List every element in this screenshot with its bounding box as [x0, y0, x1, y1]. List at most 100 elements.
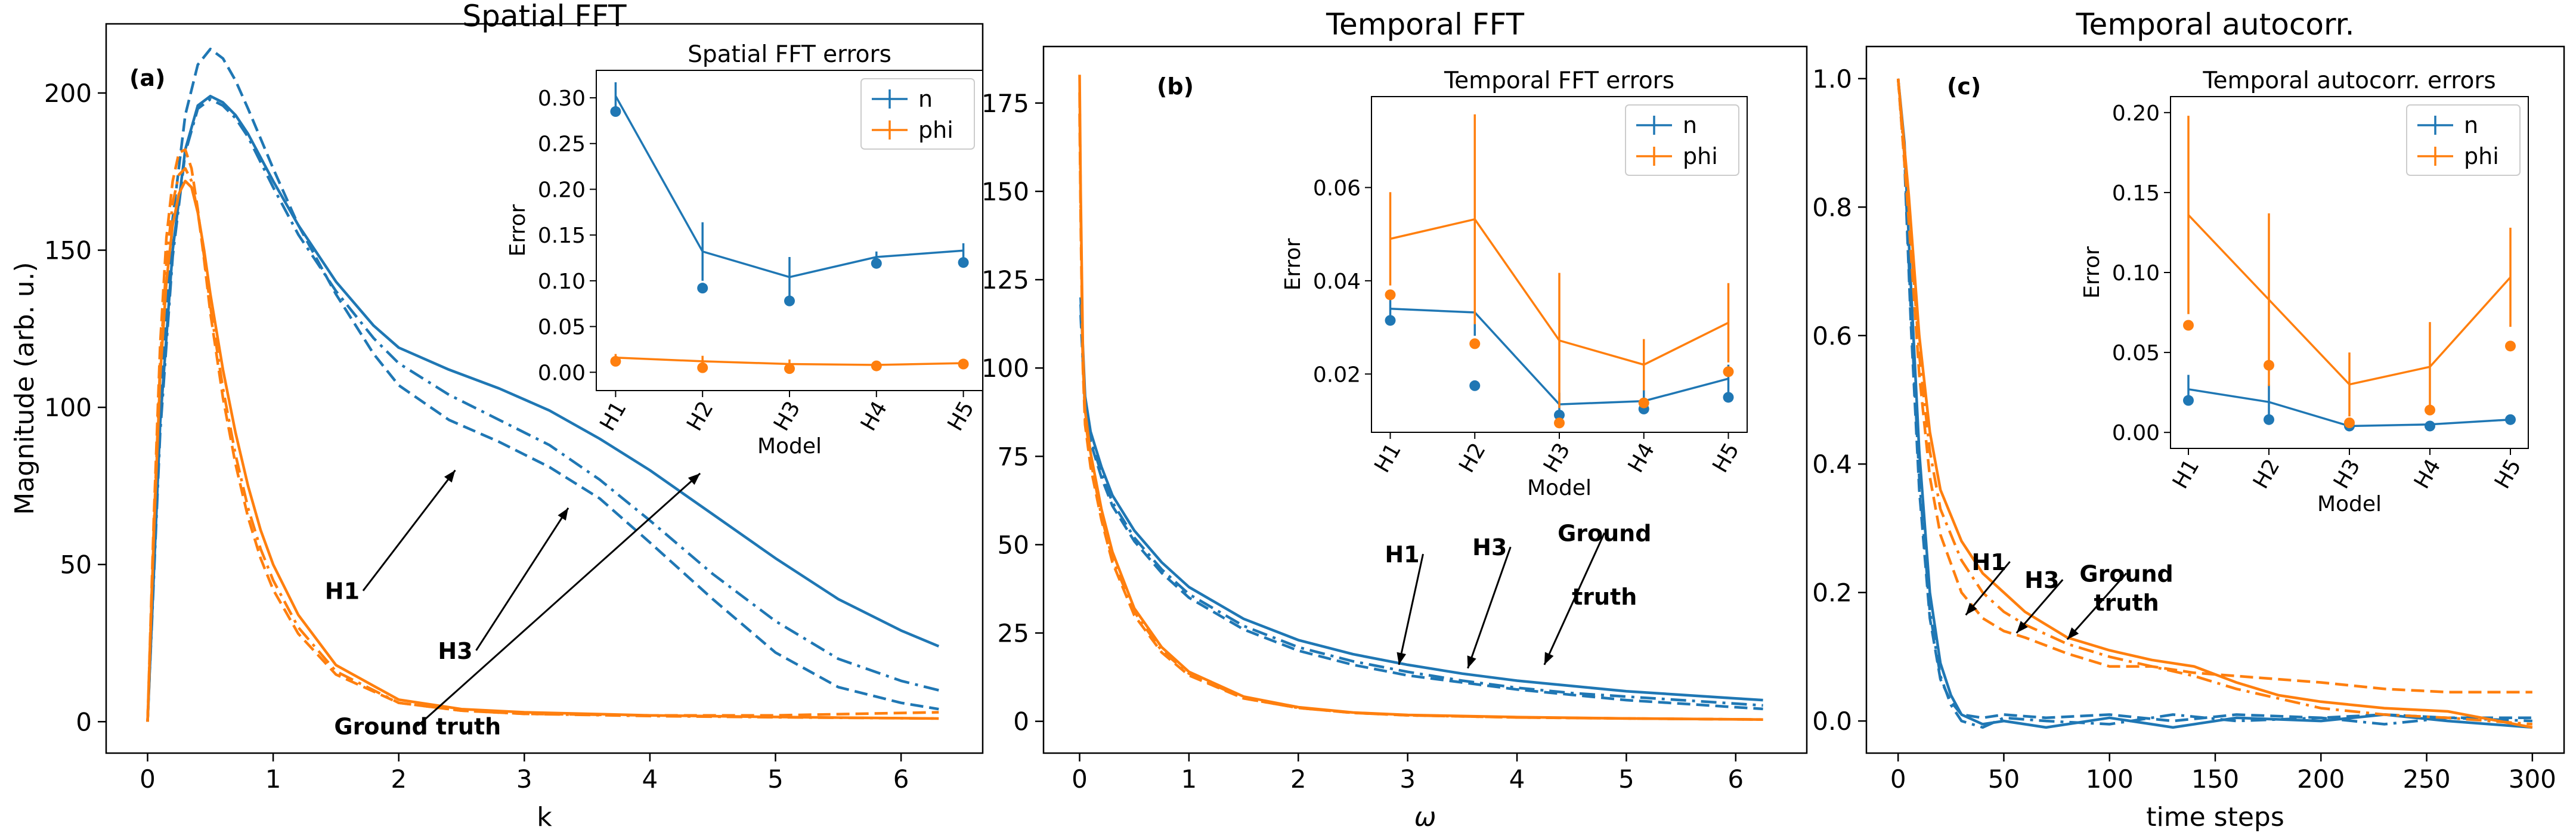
annotation-arrow-head — [1397, 652, 1407, 665]
y-tick-label: 200 — [44, 79, 92, 108]
inset-x-tick-label: H4 — [2410, 455, 2445, 493]
panel-label: (a) — [129, 65, 165, 91]
x-tick-label: 250 — [2402, 764, 2450, 794]
x-tick-label: 2 — [1290, 764, 1306, 794]
y-tick-label: 125 — [982, 265, 1029, 295]
x-tick-label: 6 — [893, 764, 909, 794]
y-tick-label: 1.0 — [1812, 64, 1852, 94]
inset-point-phi — [610, 355, 621, 367]
y-tick-label: 25 — [998, 619, 1029, 648]
x-tick-label: 4 — [1509, 764, 1525, 794]
annotation-arrow-head — [1544, 652, 1554, 665]
y-tick-label: 100 — [44, 393, 92, 422]
x-tick-label: 2 — [391, 764, 407, 794]
inset-y-tick-label: 0.02 — [1313, 363, 1361, 387]
x-tick-label: 100 — [2086, 764, 2134, 794]
legend-label-n: n — [2464, 112, 2478, 138]
inset-point-phi — [2505, 340, 2516, 352]
y-tick-label: 100 — [982, 354, 1029, 383]
inset-point-phi — [784, 363, 795, 374]
panel-title: Spatial FFT — [462, 0, 627, 33]
x-tick-label: 0 — [1890, 764, 1906, 794]
inset-errors: Spatial FFT errors 0.00 0.05 0.10 0.15 0.20 0.… — [506, 41, 983, 459]
annotation-arrow-head — [1467, 655, 1476, 668]
y-tick-label: 0.0 — [1812, 707, 1852, 736]
annotation-arrow-head — [444, 470, 456, 483]
inset-point-phi — [697, 362, 708, 373]
x-axis-label: ω — [1414, 802, 1436, 832]
x-tick-label: 300 — [2509, 764, 2556, 794]
inset-legend-box — [2406, 104, 2521, 176]
inset-point-phi — [1723, 366, 1734, 377]
annotation-arrow-shaft — [475, 507, 569, 651]
inset-point-phi — [1385, 289, 1396, 301]
series-line-phi-ground-truth — [146, 179, 939, 722]
inset-point-n — [1554, 410, 1565, 421]
x-tick-label: 50 — [1988, 764, 2020, 794]
x-tick-label: 5 — [767, 764, 784, 794]
annotation-arrow-shaft — [362, 469, 456, 592]
series-line-phi-h3 — [1078, 113, 1763, 721]
inset-point-phi — [2344, 417, 2355, 429]
inset-x-tick-label: H5 — [2490, 455, 2526, 493]
y-tick-label: 50 — [998, 530, 1029, 559]
annotation-arrow-shaft — [1543, 532, 1606, 665]
x-tick-label: 1 — [1181, 764, 1197, 794]
inset-x-tick-label: H2 — [1454, 439, 1490, 477]
series-line-phi-ground-truth — [1896, 78, 2533, 729]
inset-point-n — [697, 283, 708, 294]
panel-title: Temporal FFT — [1326, 7, 1524, 42]
x-axis-label: k — [537, 802, 552, 832]
inset-legend-box — [860, 78, 975, 150]
legend-label-phi: phi — [2464, 143, 2499, 169]
inset-y-tick-label: 0.30 — [538, 86, 586, 111]
y-tick-label: 0.8 — [1812, 193, 1852, 222]
annotation-arrow-shaft — [1467, 546, 1512, 669]
inset-title: Spatial FFT errors — [688, 41, 891, 68]
inset-point-n — [2505, 414, 2516, 425]
annotation-label: H3 — [438, 638, 472, 664]
inset-y-axis-label: Error — [506, 204, 530, 256]
x-axis-label: time steps — [2146, 802, 2284, 832]
panel-label: (b) — [1157, 73, 1194, 100]
x-tick-label: 0 — [1072, 764, 1088, 794]
inset-x-tick-label: H3 — [2329, 455, 2365, 493]
inset-y-tick-label: 0.05 — [538, 315, 586, 340]
y-tick-label: 0.4 — [1812, 450, 1852, 479]
inset-y-tick-label: 0.20 — [2112, 101, 2160, 126]
y-tick-label: 0.6 — [1812, 321, 1852, 351]
annotation-arrow-shaft — [417, 472, 701, 727]
x-tick-label: 6 — [1727, 764, 1744, 794]
series-group — [1896, 78, 2533, 729]
inset-y-tick-label: 0.20 — [538, 178, 586, 202]
inset-point-phi — [2425, 404, 2435, 416]
panel-3: Temporal autocorr.0 50 100 150 200 250 3000.00… — [1812, 7, 2565, 832]
inset-x-tick-label: H2 — [2249, 455, 2284, 493]
y-tick-label: 0 — [76, 707, 92, 736]
annotation-arrow-shaft — [2066, 572, 2128, 640]
annotation-arrow-head — [1965, 602, 1977, 615]
legend-label-phi: phi — [918, 117, 953, 143]
y-tick-label: 150 — [982, 177, 1029, 206]
series-line-n-ground-truth — [1079, 297, 1763, 702]
y-tick-label: 50 — [60, 550, 92, 580]
inset-y-tick-label: 0.25 — [538, 132, 586, 157]
series-line-phi-h3 — [146, 148, 939, 722]
inset-point-phi — [2264, 360, 2274, 371]
series-group — [146, 47, 940, 722]
inset-x-tick-label: H1 — [1370, 439, 1405, 477]
inset-x-tick-label: H1 — [2168, 455, 2204, 493]
annotation-arrow-head — [558, 507, 569, 521]
inset-y-tick-label: 0.06 — [1313, 176, 1361, 200]
inset-x-tick-label: H1 — [595, 397, 631, 435]
x-tick-label: 200 — [2297, 764, 2345, 794]
inset-y-tick-label: 0.10 — [538, 270, 586, 294]
legend-label-n: n — [1683, 112, 1697, 138]
inset-x-tick-label: H3 — [1539, 439, 1575, 477]
inset-x-tick-label: H4 — [1624, 439, 1659, 477]
panel-title: Temporal autocorr. — [2076, 7, 2355, 42]
inset-y-axis-label: Error — [2080, 246, 2104, 299]
series-line-phi-h1 — [1078, 92, 1763, 721]
x-tick-label: 5 — [1618, 764, 1634, 794]
series-line-phi-h1 — [1896, 78, 2532, 726]
